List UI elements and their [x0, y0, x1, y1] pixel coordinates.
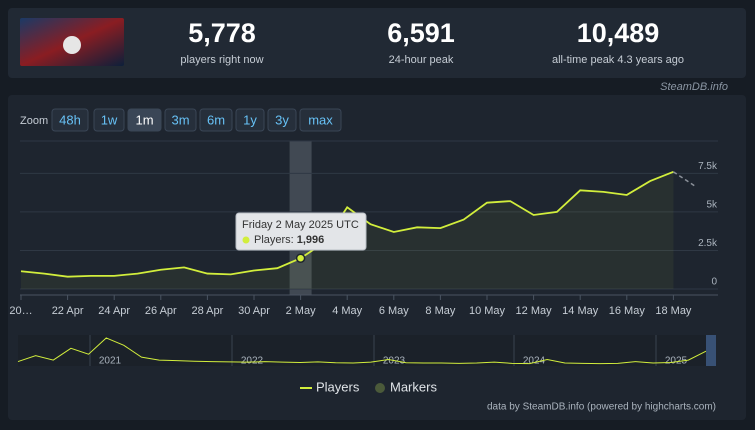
x-tick-label: 22 Apr	[52, 305, 84, 317]
zoom-button[interactable]	[267, 108, 297, 132]
zoom-button-label[interactable]: 6m	[207, 112, 225, 127]
zoom-button-label[interactable]: max	[308, 112, 333, 127]
game-image-figure	[63, 36, 81, 54]
stat-label: players right now	[180, 54, 263, 66]
navigator-label: 2025	[665, 356, 688, 367]
stat-value: 5,778	[188, 18, 256, 48]
x-tick-label: 20…	[9, 305, 32, 317]
line	[20, 170, 674, 278]
y-tick-label: 2.5k	[698, 238, 718, 249]
x-tick-label: 14 May	[562, 305, 599, 317]
zoom-button-label[interactable]: 1w	[101, 112, 118, 127]
zoom-button-label[interactable]: 1y	[243, 112, 257, 127]
navigator-label: 2024	[523, 356, 546, 367]
stat-label: 24-hour peak	[389, 54, 454, 66]
stat-value: 6,591	[387, 18, 455, 48]
x-tick-label: 10 May	[469, 305, 506, 317]
x-tick-label: 24 Apr	[98, 305, 130, 317]
hover-point	[295, 253, 306, 263]
zoom-button[interactable]	[199, 108, 233, 132]
zoom-label: Zoom	[20, 115, 48, 127]
source: SteamDB.info	[660, 81, 728, 93]
navigator-label: 2022	[241, 356, 264, 367]
x-tick-label: 26 Apr	[145, 305, 177, 317]
legend-markers-symbol	[375, 383, 385, 393]
tooltip-dot	[242, 236, 250, 244]
navigator-label: 2021	[99, 356, 122, 367]
zoom-button-label[interactable]: 48h	[59, 112, 81, 127]
zoom-button-label[interactable]: 3m	[171, 112, 189, 127]
y-tick-label: 5k	[706, 200, 718, 211]
navigator-bg	[18, 335, 706, 366]
x-tick-label: 4 May	[332, 305, 362, 317]
tooltip-title: Friday 2 May 2025 UTC	[242, 219, 359, 231]
legend-markers[interactable]: Markers	[390, 379, 437, 394]
tooltip	[235, 212, 367, 251]
zoom-button[interactable]	[235, 108, 265, 132]
x-tick-label: 8 May	[425, 305, 455, 317]
navigator-label: 2023	[383, 356, 406, 367]
zoom-button[interactable]	[164, 108, 197, 132]
x-tick-label: 2 May	[286, 305, 316, 317]
x-tick-label: 6 May	[379, 305, 409, 317]
tooltip-value: 1,996	[297, 234, 325, 246]
zoom-button-label[interactable]: 3y	[275, 112, 289, 127]
zoom-button[interactable]	[299, 108, 342, 132]
x-tick-label: 28 Apr	[191, 305, 223, 317]
x-tick-label: 18 May	[655, 305, 692, 317]
y-tick-label: 7.5k	[698, 161, 718, 172]
navigator-window[interactable]	[706, 335, 716, 366]
tooltip-series: Players:	[254, 234, 294, 246]
zoom-button[interactable]	[51, 108, 89, 132]
line-partial	[672, 171, 698, 188]
stat-label: all-time peak 4.3 years ago	[552, 54, 684, 66]
legend-players[interactable]: Players	[316, 379, 360, 394]
navigator-line	[17, 337, 707, 365]
tooltip-label: Players: 1,996	[254, 234, 324, 246]
x-tick-label: 30 Apr	[238, 305, 270, 317]
stats-card	[8, 8, 746, 78]
zoom-button-label[interactable]: 1m	[135, 112, 153, 127]
x-tick-label: 12 May	[516, 305, 553, 317]
y-tick-label: 0	[711, 277, 717, 288]
credits: data by SteamDB.info (powered by highcha…	[487, 402, 716, 413]
stat-value: 10,489	[577, 18, 660, 48]
zoom-button[interactable]	[93, 108, 125, 132]
zoom-button[interactable]	[127, 108, 162, 132]
x-tick-label: 16 May	[609, 305, 646, 317]
